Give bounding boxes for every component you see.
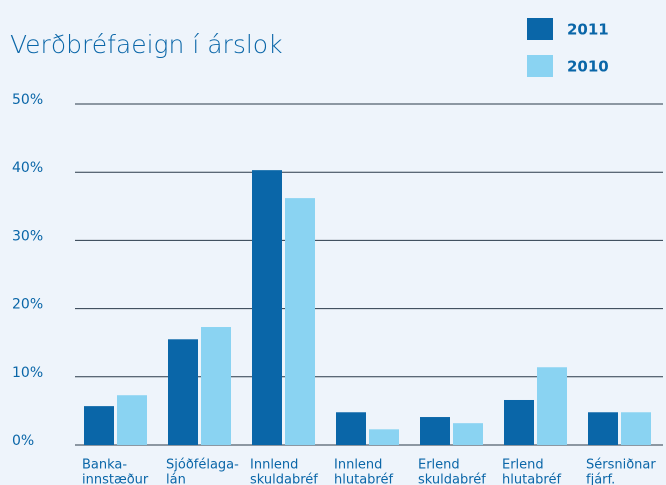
y-tick-label: 20%	[12, 297, 43, 313]
x-tick-label: Innlend	[250, 458, 298, 473]
x-tick-label: skuldabréf	[418, 473, 486, 485]
bar	[420, 417, 450, 445]
y-tick-label: 40%	[12, 160, 43, 176]
legend-label: 2011	[567, 21, 609, 39]
legend-swatch	[527, 55, 553, 77]
x-tick-label: lán	[166, 473, 186, 485]
x-tick-label: Banka-	[82, 458, 127, 473]
bar	[621, 412, 651, 445]
bar	[369, 429, 399, 445]
bar	[588, 412, 618, 445]
bar	[336, 412, 366, 445]
x-tick-label: Erlend	[502, 458, 544, 473]
x-tick-label: innstæður	[82, 473, 149, 485]
bar	[168, 339, 198, 445]
x-tick-label: Sjóðfélaga-	[166, 458, 239, 473]
x-tick-label: skuldabréf	[250, 473, 318, 485]
bar	[84, 406, 114, 445]
y-tick-label: 50%	[12, 92, 43, 108]
y-tick-label: 0%	[12, 433, 34, 449]
bar	[285, 198, 315, 445]
x-tick-label: fjárf.	[586, 473, 615, 485]
x-tick-label: hlutabréf	[334, 473, 393, 485]
x-tick-label: Sérsniðnar	[586, 458, 656, 473]
bar	[201, 327, 231, 445]
legend-swatch	[527, 18, 553, 40]
bar	[252, 170, 282, 446]
y-tick-label: 10%	[12, 365, 43, 381]
x-tick-label: Innlend	[334, 458, 382, 473]
y-tick-label: 30%	[12, 228, 43, 244]
x-tick-label: hlutabréf	[502, 473, 561, 485]
bar	[117, 395, 147, 445]
x-tick-label: Erlend	[418, 458, 460, 473]
bar	[453, 423, 483, 445]
legend-label: 2010	[567, 58, 609, 76]
bar	[537, 367, 567, 445]
chart-title: Verðbréfaeign í árslok	[10, 30, 283, 59]
bar	[504, 399, 534, 445]
